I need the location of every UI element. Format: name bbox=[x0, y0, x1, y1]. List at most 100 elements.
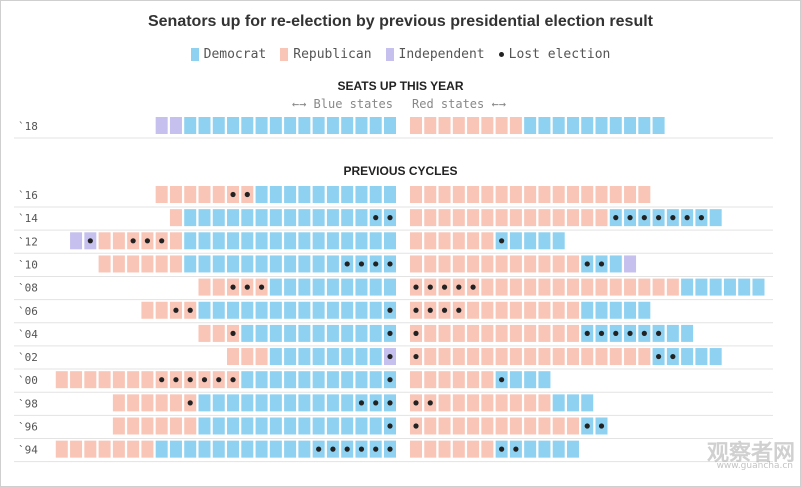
row-4-red-seat-18 bbox=[666, 278, 679, 296]
row-2-blue-seat-11 bbox=[227, 232, 240, 250]
row-8-blue-seat-1 bbox=[70, 371, 83, 389]
row-11-blue-seat-19-lost-dot bbox=[330, 446, 336, 452]
row-9-red-seat-2 bbox=[438, 394, 451, 412]
row-3-red-seat-14 bbox=[609, 255, 622, 273]
legend-label-independent: Independent bbox=[398, 47, 485, 62]
row-5-blue-seat-14 bbox=[341, 301, 354, 319]
row-current-red-seat-2 bbox=[438, 117, 451, 134]
row-9-red-seat-8 bbox=[524, 394, 537, 412]
row-4-blue-seat-2-lost-dot bbox=[230, 284, 236, 290]
row-current-year-label: `18 bbox=[18, 120, 38, 133]
row-0-red-seat-12 bbox=[581, 186, 594, 203]
row-0-red-seat-9 bbox=[538, 186, 551, 203]
row-10-blue-seat-1 bbox=[127, 417, 140, 435]
row-1-red-seat-16-lost-dot bbox=[641, 215, 647, 221]
row-10-red-seat-7 bbox=[509, 417, 522, 435]
row-11-blue-seat-1 bbox=[70, 440, 83, 458]
row-7-red-seat-6 bbox=[495, 348, 508, 366]
row-4-blue-seat-11 bbox=[355, 278, 368, 296]
row-1-red-seat-13 bbox=[595, 209, 608, 227]
row-current-red-seat-17 bbox=[652, 117, 665, 134]
row-7-red-seat-11 bbox=[566, 348, 579, 366]
row-1-blue-seat-9 bbox=[298, 209, 311, 227]
row-6-red-seat-10 bbox=[552, 324, 565, 342]
row-6-red-seat-18 bbox=[666, 324, 679, 342]
row-8-blue-seat-3 bbox=[98, 371, 111, 389]
row-1-red-seat-20-lost-dot bbox=[698, 215, 705, 221]
row-11-red-seat-9 bbox=[538, 440, 551, 458]
row-3-blue-seat-1 bbox=[112, 255, 125, 273]
row-10-red-seat-8 bbox=[524, 417, 537, 435]
legend-item-lost-election: Lost election bbox=[498, 47, 610, 62]
row-4-blue-seat-0 bbox=[198, 278, 211, 296]
row-6-red-seat-1 bbox=[424, 324, 437, 342]
row-current-blue-seat-1 bbox=[169, 117, 182, 134]
row-9-blue-seat-8 bbox=[227, 394, 240, 412]
row-6-blue-seat-4 bbox=[255, 324, 268, 342]
row-8-red-seat-7 bbox=[509, 371, 522, 389]
row-7-red-seat-0-lost-dot bbox=[413, 353, 419, 360]
row-3-red-seat-11 bbox=[566, 255, 579, 273]
row-10-red-seat-0-lost-dot bbox=[413, 423, 419, 429]
row-11-blue-seat-22-lost-dot bbox=[373, 446, 379, 452]
row-10-red-seat-11 bbox=[566, 417, 579, 435]
row-current-blue-seat-8 bbox=[269, 117, 282, 134]
row-6-blue-seat-3 bbox=[241, 324, 254, 342]
row-2-blue-seat-14 bbox=[269, 232, 282, 250]
row-4-red-seat-4-lost-dot bbox=[470, 284, 476, 290]
row-1-blue-seat-13 bbox=[355, 209, 368, 227]
row-3-blue-seat-8 bbox=[212, 255, 225, 273]
row-10-blue-seat-11 bbox=[269, 417, 282, 435]
row-current-blue-seat-10 bbox=[298, 117, 311, 134]
row-0-blue-seat-6-lost-dot bbox=[244, 191, 250, 198]
row-1-red-seat-0 bbox=[410, 209, 422, 227]
row-1-red-seat-3 bbox=[452, 209, 465, 227]
row-8-blue-seat-15 bbox=[269, 371, 282, 389]
row-10-red-seat-2 bbox=[438, 417, 451, 435]
row-4-red-seat-12 bbox=[581, 278, 594, 296]
row-10-blue-seat-18 bbox=[369, 417, 382, 435]
row-8-blue-seat-0 bbox=[55, 371, 68, 389]
row-6-blue-seat-8 bbox=[312, 324, 325, 342]
row-6-red-seat-13-lost-dot bbox=[598, 330, 605, 336]
row-10-red-seat-5 bbox=[481, 417, 494, 435]
row-4-blue-seat-6 bbox=[284, 278, 297, 296]
row-6-blue-seat-5 bbox=[269, 324, 282, 342]
row-4-blue-seat-1 bbox=[212, 278, 225, 296]
row-10-blue-seat-16 bbox=[341, 417, 354, 435]
row-7-red-seat-12 bbox=[581, 348, 594, 366]
row-5-blue-seat-7 bbox=[241, 301, 254, 319]
row-8-red-seat-5 bbox=[481, 371, 494, 389]
row-2-year-label: `12 bbox=[18, 235, 38, 248]
row-4-red-seat-22 bbox=[723, 278, 736, 296]
row-5-red-seat-6 bbox=[495, 301, 508, 319]
row-0-red-seat-16 bbox=[638, 186, 651, 203]
row-1-red-seat-5 bbox=[481, 209, 494, 227]
row-5-red-seat-16 bbox=[638, 301, 651, 319]
row-5-red-seat-3-lost-dot bbox=[456, 307, 462, 313]
row-8-red-seat-3 bbox=[452, 371, 465, 389]
row-11-blue-seat-4 bbox=[112, 440, 125, 458]
row-5-red-seat-0-lost-dot bbox=[413, 307, 419, 313]
row-0-blue-seat-7 bbox=[255, 186, 268, 203]
row-5-blue-seat-4 bbox=[198, 301, 211, 319]
blue-states-label: ←→ Blue states bbox=[292, 97, 393, 111]
row-9-blue-seat-0 bbox=[112, 394, 125, 412]
row-10-blue-seat-2 bbox=[141, 417, 154, 435]
row-9-year-label: `98 bbox=[18, 397, 38, 410]
row-9-red-seat-5 bbox=[481, 394, 494, 412]
row-3-red-seat-12-lost-dot bbox=[584, 261, 590, 267]
row-1-blue-seat-1 bbox=[184, 209, 197, 227]
row-11-blue-seat-21-lost-dot bbox=[358, 446, 365, 452]
legend: Democrat Republican Independent Lost ele… bbox=[0, 47, 801, 62]
row-5-red-seat-15 bbox=[624, 301, 637, 319]
row-9-red-seat-11 bbox=[566, 394, 579, 412]
row-7-blue-seat-6 bbox=[312, 348, 325, 366]
row-1-red-seat-18-lost-dot bbox=[670, 215, 676, 221]
row-current-red-seat-15 bbox=[624, 117, 637, 134]
row-4-red-seat-14 bbox=[609, 278, 622, 296]
row-6-blue-seat-11 bbox=[355, 324, 368, 342]
row-2-red-seat-8 bbox=[524, 232, 537, 250]
row-9-blue-seat-17-lost-dot bbox=[358, 400, 365, 406]
row-11-red-seat-11 bbox=[566, 440, 579, 458]
